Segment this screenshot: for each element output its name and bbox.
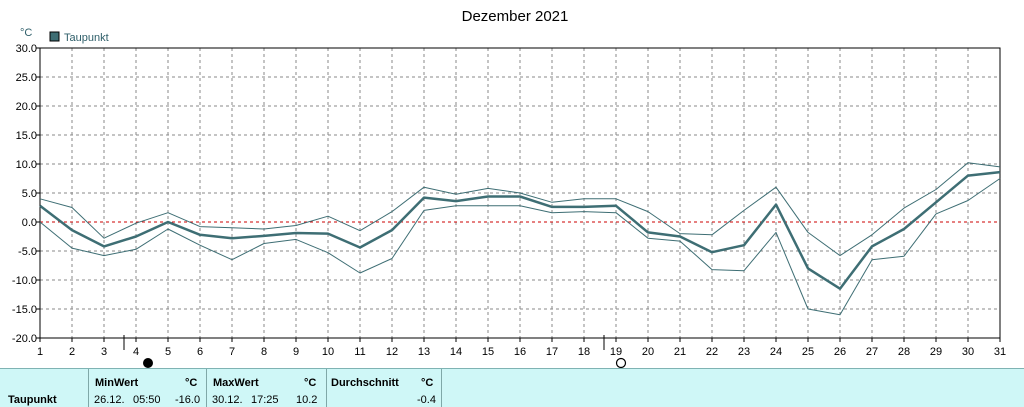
x-tick-label: 2: [69, 346, 75, 358]
x-tick-label: 9: [293, 346, 299, 358]
y-tick-label: 15.0: [16, 130, 37, 142]
divider: [206, 369, 207, 407]
series-line-max: [39, 162, 1001, 257]
x-tick-label: 31: [994, 346, 1006, 358]
x-tick-label: 24: [770, 346, 782, 358]
x-tick-label: 20: [642, 346, 654, 358]
divider: [88, 369, 89, 407]
stats-table: Taupunkt MinWert °C 26.12. 05:50 -16.0 M…: [0, 368, 1024, 407]
dewpoint-chart: Dezember 2021 °C Taupunkt 30.025.020.015…: [12, 8, 1006, 368]
x-tick-label: 7: [229, 346, 235, 358]
x-tick-label: 26: [834, 346, 846, 358]
avg-unit: °C: [421, 377, 434, 389]
x-tick-label: 19: [610, 346, 622, 358]
unit-label: °C: [20, 27, 32, 39]
stats-row-label: Taupunkt: [8, 394, 57, 406]
max-date: 30.12.: [212, 394, 243, 406]
y-tick-label: 30.0: [16, 43, 37, 55]
min-date: 26.12.: [94, 394, 125, 406]
x-tick-label: 21: [674, 346, 686, 358]
x-tick-label: 10: [322, 346, 334, 358]
x-tick-label: 27: [866, 346, 878, 358]
avg-header: Durchschnitt: [331, 377, 399, 389]
y-tick-label: -20.0: [12, 333, 37, 345]
chart-title: Dezember 2021: [462, 8, 569, 25]
min-time: 05:50: [133, 394, 161, 406]
stats-max-cell: MaxWert °C 30.12. 17:25 10.2: [207, 369, 326, 407]
y-tick-label: -15.0: [12, 304, 37, 316]
max-header: MaxWert: [213, 377, 259, 389]
x-tick-label: 25: [802, 346, 814, 358]
y-tick-label: 25.0: [16, 72, 37, 84]
min-header: MinWert: [95, 377, 139, 389]
x-tick-label: 17: [546, 346, 558, 358]
x-tick-label: 23: [738, 346, 750, 358]
x-tick-label: 5: [165, 346, 171, 358]
series-line-min: [39, 178, 1001, 316]
x-tick-label: 3: [101, 346, 107, 358]
x-tick-label: 22: [706, 346, 718, 358]
y-tick-label: -5.0: [18, 246, 37, 258]
x-tick-label: 18: [578, 346, 590, 358]
x-tick-label: 14: [450, 346, 462, 358]
min-unit: °C: [185, 377, 198, 389]
max-time: 17:25: [251, 394, 279, 406]
stats-min-cell: MinWert °C 26.12. 05:50 -16.0: [89, 369, 205, 407]
y-tick-label: -10.0: [12, 275, 37, 287]
plot-area: 30.0 25.0 20.0 15.0 10.0 5.0 0.0 -5.0 -10.0 -15.0…: [12, 43, 1006, 368]
x-tick-label: 15: [482, 346, 494, 358]
y-tick-label: 20.0: [16, 101, 37, 113]
x-tick-label: 8: [261, 346, 267, 358]
y-tick-label: 0.0: [22, 217, 37, 229]
x-tick-label: 13: [418, 346, 430, 358]
new-moon-icon: [143, 358, 153, 368]
x-tick-label: 16: [514, 346, 526, 358]
divider: [326, 369, 327, 407]
divider: [441, 369, 442, 407]
stats-row-label-cell: Taupunkt: [0, 369, 86, 407]
max-unit: °C: [304, 377, 317, 389]
max-value: 10.2: [296, 394, 318, 406]
x-tick-label: 11: [354, 346, 365, 358]
x-tick-label: 6: [197, 346, 203, 358]
min-value: -16.0: [175, 394, 201, 406]
x-tick-label: 4: [133, 346, 139, 358]
y-tick-label: 5.0: [22, 188, 37, 200]
full-moon-icon: [615, 357, 627, 368]
x-tick-label: 1: [37, 346, 43, 358]
x-tick-label: 29: [930, 346, 942, 358]
legend-swatch: [49, 31, 60, 42]
y-tick-label: 10.0: [16, 159, 37, 171]
avg-value: -0.4: [417, 394, 436, 406]
x-tick-label: 12: [386, 346, 398, 358]
series-line-mean: [39, 170, 1001, 290]
x-tick-label: 28: [898, 346, 910, 358]
stats-avg-cell: Durchschnitt °C -0.4: [327, 369, 441, 407]
x-tick-label: 30: [962, 346, 974, 358]
legend-label: Taupunkt: [64, 32, 109, 44]
plot-border: [39, 47, 1001, 339]
